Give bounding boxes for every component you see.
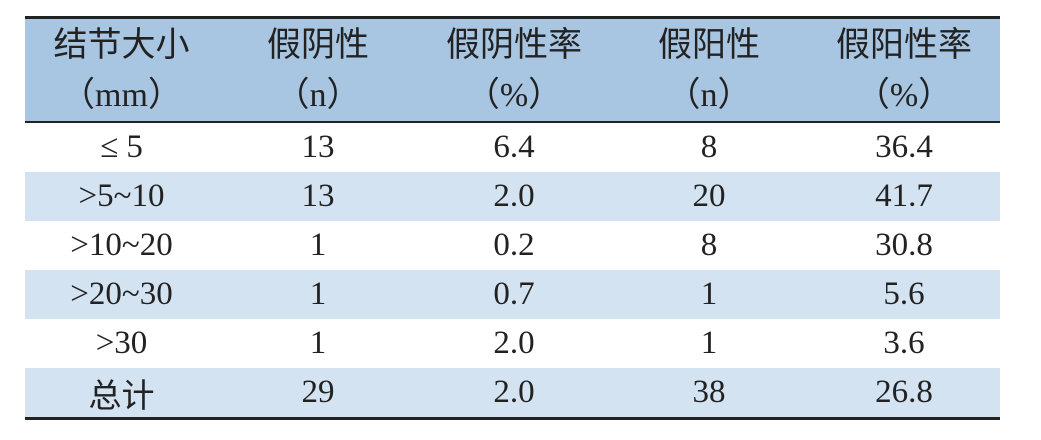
header-line: （mm） (61, 77, 182, 114)
table-header: 结节大小 （mm） 假阴性 （n） 假阴性率 （%） 假阳性 （n） 假阳性率 （%） (25, 17, 1000, 123)
table-row: ≤ 5 13 6.4 8 36.4 (25, 122, 1000, 172)
table-cell: 1 (309, 325, 327, 361)
table-cell: 41.7 (875, 178, 933, 214)
header-line: 结节大小 (53, 27, 190, 64)
header-line: 假阳性率 (836, 27, 972, 64)
table-cell: 13 (301, 178, 335, 214)
header-line: 假阳性 (658, 27, 760, 64)
table-cell: 2.0 (493, 374, 535, 410)
header-row: 结节大小 （mm） 假阴性 （n） 假阴性率 （%） 假阳性 （n） 假阳性率 （%） (25, 17, 1000, 123)
table-row: >5~10 13 2.0 20 41.7 (25, 172, 1000, 221)
header-cell: 结节大小 （mm） (25, 18, 218, 123)
table-cell: 29 (301, 374, 335, 410)
table-cell: 36.4 (875, 129, 933, 165)
table-cell: >30 (95, 325, 148, 361)
table-cell: 2.0 (493, 178, 535, 214)
table-cell: ≤ 5 (100, 129, 143, 165)
table-row: 总计 29 2.0 38 26.8 (25, 368, 1000, 419)
table-cell: 13 (301, 129, 335, 165)
table-cell: >10~20 (70, 227, 173, 263)
table-cell: 8 (700, 227, 718, 263)
header-line: （%） (855, 77, 953, 114)
table-body: ≤ 5 13 6.4 8 36.4 >5~10 13 2.0 20 41.7 >10~20 1 0.2 8… (25, 122, 1000, 419)
table-cell: 20 (692, 178, 726, 214)
table-cell: >20~30 (70, 276, 173, 312)
table-cell: 6.4 (493, 129, 535, 165)
table-row: >30 1 2.0 1 3.6 (25, 319, 1000, 368)
table-cell: 5.6 (883, 276, 925, 312)
table-cell: 1 (700, 276, 718, 312)
header-line: 假阴性 (267, 27, 369, 64)
header-cell: 假阴性率 （%） (418, 18, 610, 123)
header-line: （%） (465, 77, 563, 114)
table-row: >10~20 1 0.2 8 30.8 (25, 221, 1000, 270)
table-cell: 30.8 (875, 227, 933, 263)
table-cell: 1 (700, 325, 718, 361)
table-cell: 1 (309, 227, 327, 263)
table-row: >20~30 1 0.7 1 5.6 (25, 270, 1000, 319)
table-cell: 2.0 (493, 325, 535, 361)
header-line: （n） (666, 77, 752, 114)
table-cell: 0.2 (493, 227, 535, 263)
header-cell: 假阳性率 （%） (808, 18, 1000, 123)
header-cell: 假阳性 （n） (610, 18, 808, 123)
table-cell: 1 (309, 276, 327, 312)
header-line: 假阴性率 (446, 27, 582, 64)
header-line: （n） (275, 77, 361, 114)
table-cell: 总计 (88, 378, 155, 415)
header-cell: 假阴性 （n） (218, 18, 418, 123)
data-table: 结节大小 （mm） 假阴性 （n） 假阴性率 （%） 假阳性 （n） 假阳性率 （%） ≤ 5 13… (25, 16, 1000, 420)
table-cell: 3.6 (883, 325, 925, 361)
table-cell: >5~10 (78, 178, 165, 214)
table-cell: 26.8 (875, 374, 933, 410)
table-cell: 8 (700, 129, 718, 165)
table-cell: 38 (692, 374, 726, 410)
table-cell: 0.7 (493, 276, 535, 312)
